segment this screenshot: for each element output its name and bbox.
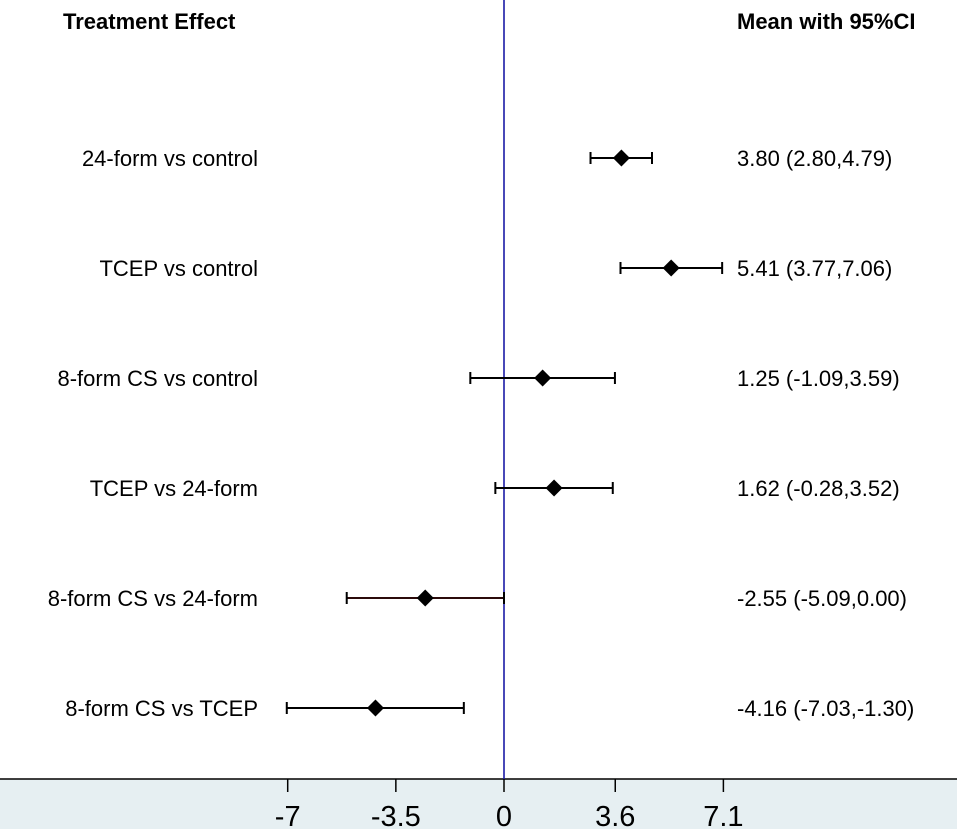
x-tick-label: -3.5 xyxy=(371,801,421,829)
forest-row: TCEP vs control 5.41 (3.77,7.06) xyxy=(99,256,892,281)
row-label: 8-form CS vs control xyxy=(58,366,259,391)
x-tick-label: 7.1 xyxy=(703,801,743,829)
forest-row: 8-form CS vs control 1.25 (-1.09,3.59) xyxy=(58,366,900,391)
ci-value-text: 5.41 (3.77,7.06) xyxy=(737,256,892,281)
x-axis-band xyxy=(0,779,957,829)
x-tick-label: 0 xyxy=(496,801,512,829)
forest-row: 24-form vs control 3.80 (2.80,4.79) xyxy=(82,146,892,171)
header-treatment-effect: Treatment Effect xyxy=(63,9,236,34)
forest-row: TCEP vs 24-form 1.62 (-0.28,3.52) xyxy=(90,476,900,501)
forest-row: 8-form CS vs 24-form -2.55 (-5.09,0.00) xyxy=(48,586,907,611)
header-mean-ci: Mean with 95%CI xyxy=(737,9,915,34)
mean-diamond-marker xyxy=(545,479,563,497)
forest-row: 8-form CS vs TCEP -4.16 (-7.03,-1.30) xyxy=(65,696,914,721)
row-label: TCEP vs control xyxy=(99,256,258,281)
mean-diamond-marker xyxy=(612,149,630,167)
mean-diamond-marker xyxy=(416,589,434,607)
ci-value-text: -2.55 (-5.09,0.00) xyxy=(737,586,907,611)
row-label: TCEP vs 24-form xyxy=(90,476,258,501)
x-tick-label: -7 xyxy=(275,801,301,829)
row-label: 24-form vs control xyxy=(82,146,258,171)
x-tick-label: 3.6 xyxy=(595,801,635,829)
mean-diamond-marker xyxy=(366,699,384,717)
ci-value-text: 3.80 (2.80,4.79) xyxy=(737,146,892,171)
row-label: 8-form CS vs TCEP xyxy=(65,696,258,721)
ci-value-text: 1.62 (-0.28,3.52) xyxy=(737,476,900,501)
mean-diamond-marker xyxy=(662,259,680,277)
mean-diamond-marker xyxy=(534,369,552,387)
ci-value-text: 1.25 (-1.09,3.59) xyxy=(737,366,900,391)
row-label: 8-form CS vs 24-form xyxy=(48,586,258,611)
ci-value-text: -4.16 (-7.03,-1.30) xyxy=(737,696,914,721)
